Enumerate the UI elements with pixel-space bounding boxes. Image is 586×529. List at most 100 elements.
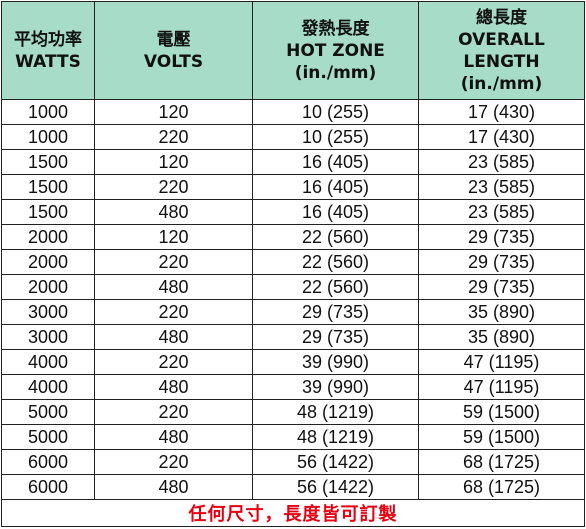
cell-overall-length: 23 (585) — [418, 199, 585, 225]
cell-watts: 5000 — [1, 424, 95, 450]
cell-watts: 1000 — [1, 99, 95, 125]
cell-volts: 220 — [94, 349, 253, 375]
cell-watts: 6000 — [1, 474, 95, 500]
cell-overall-length: 17 (430) — [418, 99, 585, 125]
cell-watts: 1000 — [1, 124, 95, 150]
cell-overall-length: 29 (735) — [418, 274, 585, 300]
header-hot-zone: 發熱長度 HOT ZONE (in./mm) — [252, 1, 419, 100]
cell-hot-zone: 22 (560) — [252, 274, 419, 300]
cell-hot-zone: 29 (735) — [252, 324, 419, 350]
cell-volts: 480 — [94, 474, 253, 500]
cell-hot-zone: 56 (1422) — [252, 474, 419, 500]
cell-volts: 220 — [94, 449, 253, 475]
table-row: 1500 220 16 (405) 23 (585) — [1, 174, 585, 200]
table-row: 6000 480 56 (1422) 68 (1725) — [1, 474, 585, 500]
table-row: 1000 120 10 (255) 17 (430) — [1, 99, 585, 125]
header-hot-zone-line: HOT ZONE — [286, 40, 385, 61]
custom-size-note: 任何尺寸，長度皆可訂製 — [1, 499, 585, 527]
cell-volts: 120 — [94, 224, 253, 250]
header-hot-zone-line: 發熱長度 — [301, 18, 370, 39]
cell-overall-length: 59 (1500) — [418, 424, 585, 450]
header-overall-line: LENGTH — [463, 51, 540, 72]
header-row: 平均功率 WATTS 電壓 VOLTS 發熱長度 HOT ZONE (in./m… — [1, 1, 585, 100]
cell-volts: 220 — [94, 249, 253, 275]
header-overall-line: 總長度 — [476, 7, 527, 28]
table-body: 1000 120 10 (255) 17 (430) 1000 220 10 (255) 17… — [1, 99, 585, 500]
cell-volts: 480 — [94, 199, 253, 225]
cell-watts: 3000 — [1, 324, 95, 350]
cell-hot-zone: 39 (990) — [252, 349, 419, 375]
cell-overall-length: 59 (1500) — [418, 399, 585, 425]
cell-overall-length: 35 (890) — [418, 299, 585, 325]
cell-hot-zone: 10 (255) — [252, 99, 419, 125]
cell-hot-zone: 56 (1422) — [252, 449, 419, 475]
cell-overall-length: 29 (735) — [418, 249, 585, 275]
cell-hot-zone: 22 (560) — [252, 224, 419, 250]
cell-watts: 4000 — [1, 374, 95, 400]
cell-watts: 2000 — [1, 224, 95, 250]
cell-overall-length: 17 (430) — [418, 124, 585, 150]
cell-hot-zone: 48 (1219) — [252, 424, 419, 450]
cell-hot-zone: 10 (255) — [252, 124, 419, 150]
cell-volts: 220 — [94, 299, 253, 325]
cell-overall-length: 29 (735) — [418, 224, 585, 250]
cell-watts: 1500 — [1, 199, 95, 225]
cell-hot-zone: 16 (405) — [252, 174, 419, 200]
cell-watts: 3000 — [1, 299, 95, 325]
cell-overall-length: 23 (585) — [418, 149, 585, 175]
header-hot-zone-line: (in./mm) — [294, 62, 377, 83]
header-volts: 電壓 VOLTS — [94, 1, 253, 100]
header-overall-line: OVERALL — [458, 29, 545, 50]
cell-watts: 1500 — [1, 174, 95, 200]
cell-overall-length: 35 (890) — [418, 324, 585, 350]
cell-watts: 5000 — [1, 399, 95, 425]
cell-watts: 2000 — [1, 249, 95, 275]
cell-overall-length: 68 (1725) — [418, 474, 585, 500]
cell-watts: 6000 — [1, 449, 95, 475]
header-volts-line: VOLTS — [143, 51, 204, 72]
cell-hot-zone: 29 (735) — [252, 299, 419, 325]
cell-hot-zone: 16 (405) — [252, 199, 419, 225]
cell-watts: 1500 — [1, 149, 95, 175]
cell-volts: 480 — [94, 374, 253, 400]
cell-watts: 2000 — [1, 274, 95, 300]
table-row: 6000 220 56 (1422) 68 (1725) — [1, 449, 585, 475]
cell-volts: 120 — [94, 149, 253, 175]
table-row: 2000 480 22 (560) 29 (735) — [1, 274, 585, 300]
table-row: 2000 220 22 (560) 29 (735) — [1, 249, 585, 275]
cell-overall-length: 23 (585) — [418, 174, 585, 200]
header-volts-line: 電壓 — [156, 29, 191, 50]
header-watts: 平均功率 WATTS — [1, 1, 95, 100]
cell-hot-zone: 16 (405) — [252, 149, 419, 175]
cell-volts: 480 — [94, 324, 253, 350]
cell-volts: 120 — [94, 99, 253, 125]
table-row: 3000 220 29 (735) 35 (890) — [1, 299, 585, 325]
cell-hot-zone: 48 (1219) — [252, 399, 419, 425]
table-row: 2000 120 22 (560) 29 (735) — [1, 224, 585, 250]
footer-row: 任何尺寸，長度皆可訂製 — [1, 499, 585, 527]
cell-watts: 4000 — [1, 349, 95, 375]
table-row: 3000 480 29 (735) 35 (890) — [1, 324, 585, 350]
cell-volts: 220 — [94, 399, 253, 425]
cell-hot-zone: 22 (560) — [252, 249, 419, 275]
table-row: 1500 480 16 (405) 23 (585) — [1, 199, 585, 225]
table-row: 1500 120 16 (405) 23 (585) — [1, 149, 585, 175]
cell-overall-length: 47 (1195) — [418, 374, 585, 400]
header-watts-line: WATTS — [15, 51, 81, 72]
cell-volts: 480 — [94, 274, 253, 300]
cell-volts: 220 — [94, 174, 253, 200]
table-row: 1000 220 10 (255) 17 (430) — [1, 124, 585, 150]
table-row: 5000 480 48 (1219) 59 (1500) — [1, 424, 585, 450]
header-watts-line: 平均功率 — [14, 29, 82, 50]
header-overall-line: (in./mm) — [460, 73, 543, 94]
cell-volts: 220 — [94, 124, 253, 150]
cell-overall-length: 47 (1195) — [418, 349, 585, 375]
table-row: 4000 480 39 (990) 47 (1195) — [1, 374, 585, 400]
table-row: 4000 220 39 (990) 47 (1195) — [1, 349, 585, 375]
cell-overall-length: 68 (1725) — [418, 449, 585, 475]
header-overall-length: 總長度 OVERALL LENGTH (in./mm) — [418, 1, 585, 100]
cell-hot-zone: 39 (990) — [252, 374, 419, 400]
table-row: 5000 220 48 (1219) 59 (1500) — [1, 399, 585, 425]
